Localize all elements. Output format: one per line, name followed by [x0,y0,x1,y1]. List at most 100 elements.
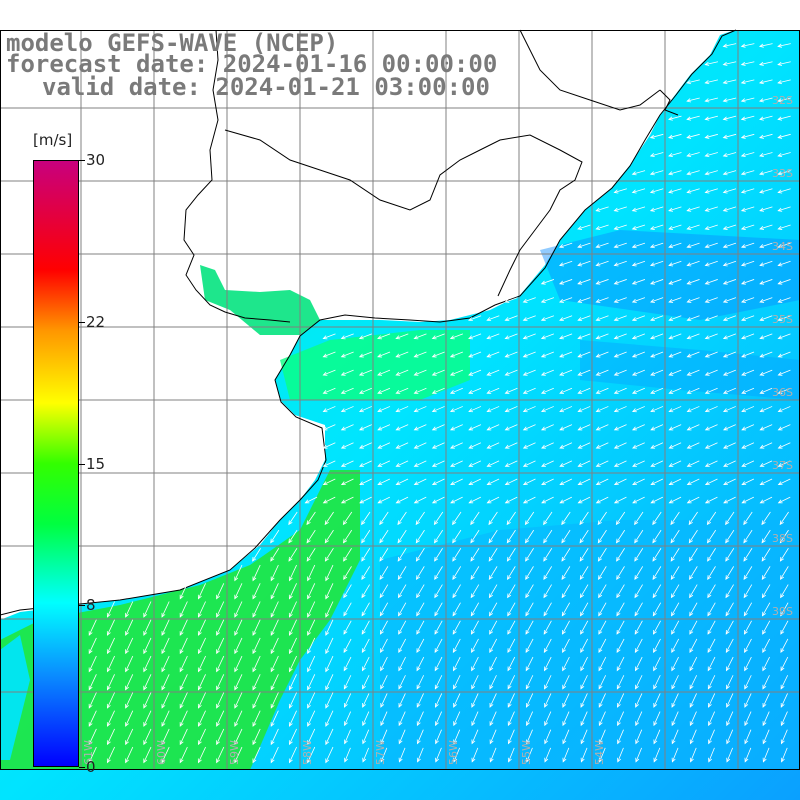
wind-arrow-head [377,444,383,449]
wind-arrow-head [343,684,348,690]
wind-arrow-head [722,189,728,194]
wind-arrow-head [686,280,692,285]
wind-arrow-head [653,721,658,727]
wind-arrow [525,638,534,653]
wind-arrow-head [395,335,401,340]
wind-arrow-head [340,353,346,358]
wind-arrow [723,133,737,139]
wind-arrow-head [106,740,111,746]
wind-arrow-head [652,629,657,635]
wind-arrow [307,728,316,745]
wind-arrow-head [342,538,348,544]
wind-arrow-head [689,666,694,672]
wind-arrow [161,710,170,727]
wind-arrow-head [452,593,457,599]
wind-arrow-head [525,684,530,690]
wind-arrow-head [777,43,783,48]
wind-arrow-head [559,426,565,431]
wind-arrow [434,548,443,562]
wind-arrow [705,478,718,485]
wind-arrow-head [704,317,710,322]
wind-arrow [541,297,555,303]
wind-arrow-head [704,244,710,249]
wind-arrow [687,152,700,157]
wind-arrow [107,655,115,672]
wind-arrow-head [288,740,293,746]
wind-arrow-head [598,575,603,580]
wind-arrow-head [288,612,293,618]
wind-arrow-head [468,353,473,358]
wind-arrow [398,675,406,689]
wind-arrow [359,460,372,467]
wind-arrow [650,351,664,358]
wind-arrow-head [526,757,531,763]
wind-arrow [487,351,500,358]
wind-arrow-head [307,576,311,582]
wind-arrow [781,729,788,744]
wind-arrow [653,656,661,671]
wind-arrow-head [434,611,439,617]
wind-arrow [107,746,115,763]
wind-arrow-head [395,353,401,358]
wind-arrow [632,424,645,431]
wind-arrow-head [88,740,93,746]
wind-arrow-head [635,666,639,672]
wind-arrow [179,728,188,745]
wind-arrow-head [652,575,657,580]
wind-arrow [414,406,427,412]
wind-arrow [143,746,152,763]
wind-arrow-head [234,631,239,636]
wind-arrow [632,206,646,212]
wind-arrow-head [431,426,437,431]
wind-arrow-head [613,499,619,504]
colorbar-tick-label: 30 [86,151,106,169]
wind-arrow [723,424,736,431]
wind-arrow [578,478,591,485]
wind-arrow-head [288,556,293,562]
wind-arrow-head [722,335,728,340]
wind-arrow [614,424,627,431]
wind-arrow [562,729,570,744]
wind-arrow [614,242,627,248]
wind-arrow-head [252,594,257,600]
wind-arrow-head [304,499,310,504]
wind-arrow [743,548,753,562]
wind-arrow-head [362,757,367,763]
wind-arrow [562,620,570,635]
wind-arrow [561,529,571,543]
wind-arrow-head [380,721,385,727]
wind-arrow [361,511,371,525]
wind-arrow [143,655,152,672]
wind-arrow-head [777,317,783,322]
wind-arrow [125,674,134,690]
wind-arrow-head [704,61,710,66]
wind-arrow [450,333,464,339]
wind-arrow [107,619,115,636]
model-title: modelo GEFS-WAVE (NCEP) [6,29,339,57]
wind-arrow [216,674,225,690]
wind-arrow [252,674,261,690]
wind-arrow [741,133,755,139]
wind-arrow [743,602,753,616]
wind-arrow-head [670,556,675,562]
wind-arrow [650,170,664,175]
wind-arrow-head [762,757,767,763]
wind-arrow [450,460,463,467]
wind-arrow [487,406,500,412]
wind-arrow-head [434,684,439,690]
wind-arrow-head [325,703,330,709]
wind-arrow [343,584,352,598]
wind-arrow [234,583,243,599]
wind-arrow [450,387,463,394]
wind-arrow [523,387,536,394]
wind-arrow-head [234,594,239,600]
wind-arrow [398,729,406,744]
wind-arrow-head [668,153,673,158]
wind-arrow [198,619,206,636]
wind-arrow [780,602,789,616]
wind-arrow-head [562,721,567,727]
wind-arrow [580,675,588,689]
wind-arrow [107,674,115,690]
wind-arrow [650,315,664,321]
wind-arrow [725,548,735,562]
